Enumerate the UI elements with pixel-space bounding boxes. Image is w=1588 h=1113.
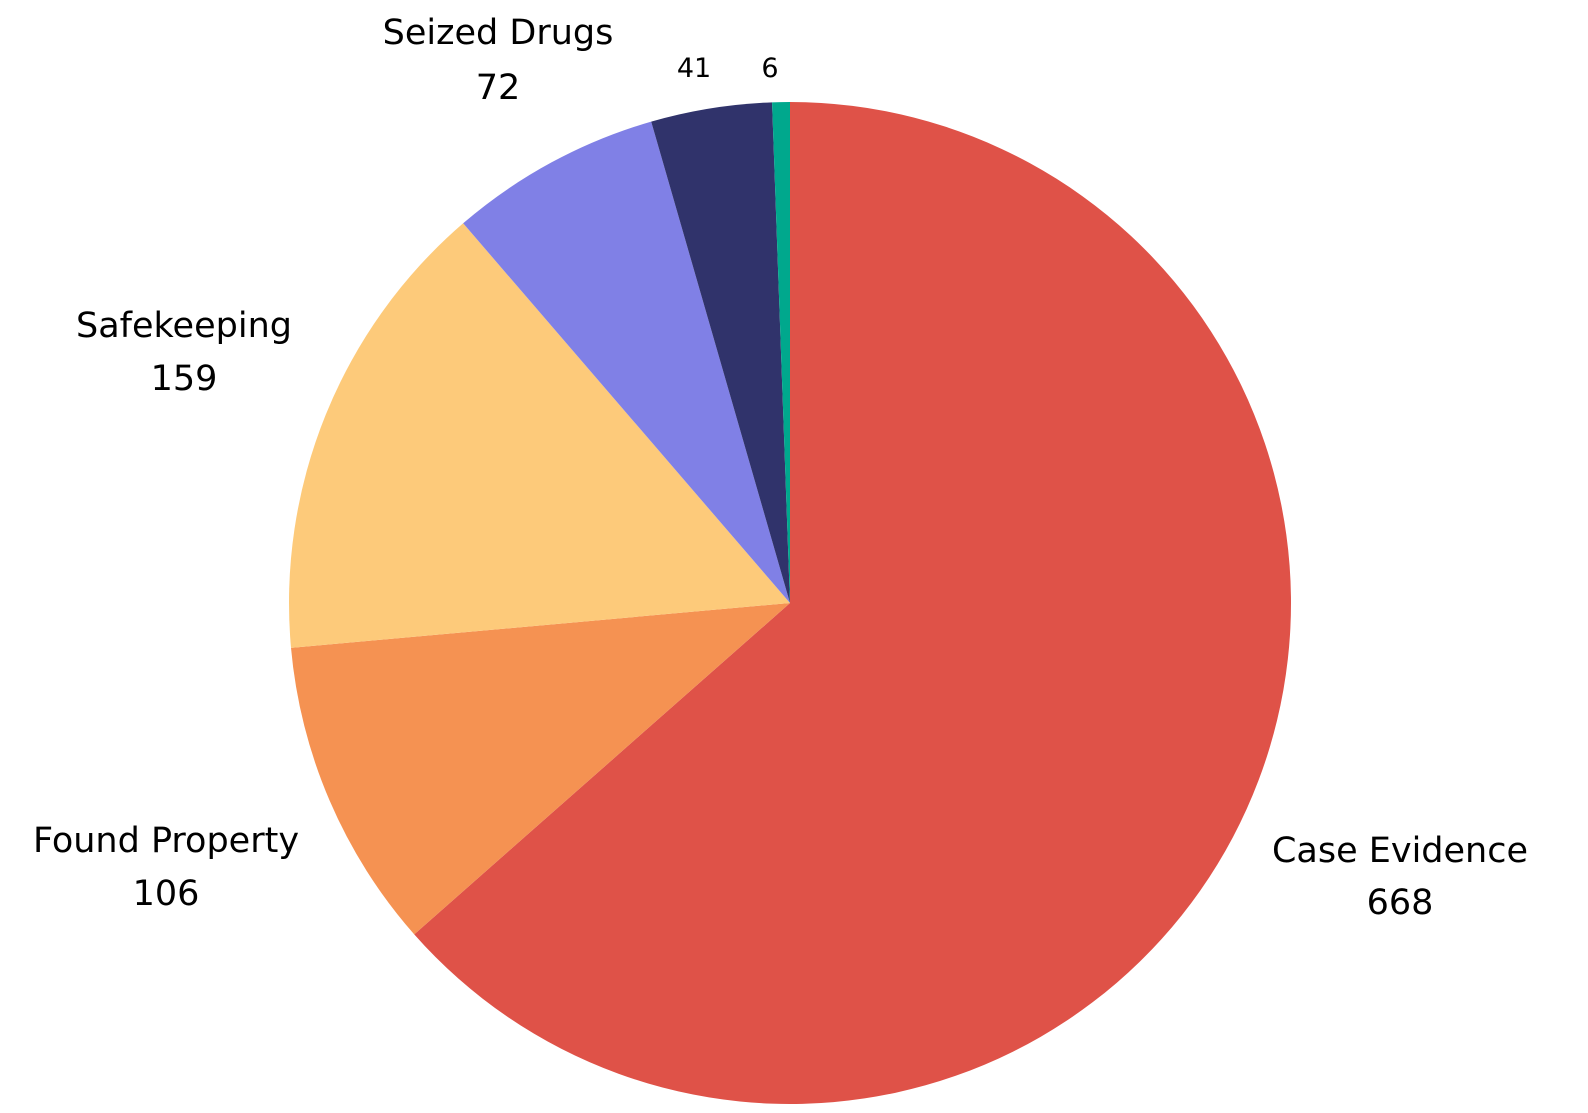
slice-value-safekeeping: 159 bbox=[151, 359, 218, 399]
slice-value-found-property: 106 bbox=[133, 874, 200, 914]
slice-label-case-evidence: Case Evidence bbox=[1272, 831, 1528, 871]
slice-value-value-6: 6 bbox=[761, 53, 778, 84]
pie-slice-value-41 bbox=[651, 102, 790, 603]
slice-value-seized-drugs: 72 bbox=[476, 68, 521, 108]
slice-label-safekeeping: Safekeeping bbox=[76, 306, 292, 346]
slice-label-found-property: Found Property bbox=[33, 821, 299, 861]
pie-labels: Case Evidence 668 Found Property 106 Safekee… bbox=[33, 13, 1528, 923]
pie-slice-case-evidence bbox=[414, 102, 1291, 1104]
slice-value-case-evidence: 668 bbox=[1367, 883, 1434, 923]
pie-slice-found-property bbox=[291, 603, 790, 935]
pie-slice-value-6 bbox=[772, 101, 790, 603]
pie-slice-seized-drugs bbox=[463, 121, 790, 604]
pie-slice-safekeeping bbox=[289, 223, 790, 648]
slice-value-value-41: 41 bbox=[677, 53, 711, 84]
slice-label-seized-drugs: Seized Drugs bbox=[383, 13, 614, 53]
pie-slices bbox=[289, 101, 1291, 1104]
